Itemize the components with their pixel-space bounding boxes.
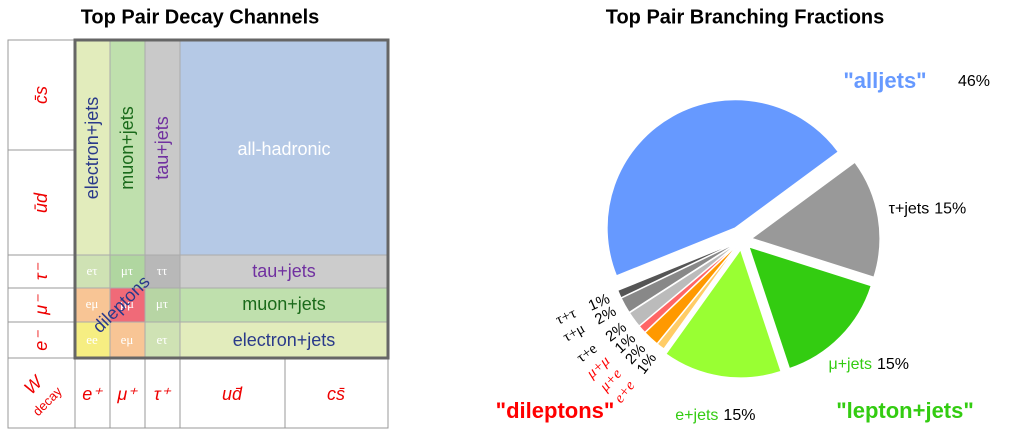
pie-slice: [628, 243, 738, 327]
row-header: e⁻: [31, 330, 51, 351]
cell-label: eμ: [121, 332, 134, 347]
row-header: ūd: [31, 192, 51, 213]
col-header: cs̄: [327, 384, 345, 404]
slice-label: μ+jets 15%: [828, 356, 909, 373]
slice-name: τ+jets: [889, 201, 930, 218]
chart-title: Top Pair Branching Fractions: [606, 6, 885, 28]
row-header: c̄s: [31, 86, 51, 104]
slice-value: 46%: [958, 73, 990, 90]
group-label: "dileptons": [496, 398, 615, 423]
row-label: tau+jets: [252, 261, 316, 281]
pie-slice: [638, 243, 738, 333]
slice-name: e+jets: [675, 407, 718, 424]
cell-label: eμ: [86, 296, 99, 311]
pie-slice: [665, 248, 782, 379]
row-label: electron+jets: [233, 330, 336, 350]
group-label: "lepton+jets": [836, 398, 974, 423]
slice-label: τ+jets 15%: [889, 201, 967, 218]
cell-label: ττ: [157, 263, 167, 278]
pie-slice: [750, 161, 881, 278]
col-header: μ⁺: [116, 384, 138, 404]
pie-slice: [656, 244, 739, 350]
row-header: μ⁻: [31, 294, 51, 316]
slice-value: 15%: [723, 407, 755, 424]
cell-label: μτ: [156, 296, 168, 311]
pie-slice: [617, 241, 737, 299]
slice-label: e+jets 15%: [675, 407, 755, 424]
row-label: muon+jets: [242, 294, 326, 314]
slice-value: 15%: [877, 356, 909, 373]
diagram-title: Top Pair Decay Channels: [81, 6, 320, 28]
col-header: e⁺: [82, 384, 103, 404]
pie-slice: [620, 242, 738, 313]
slice-label: τ+τ: [553, 306, 578, 329]
column-label: muon+jets: [117, 106, 137, 190]
cell-label: μτ: [121, 263, 133, 278]
cell-label: μμ: [120, 296, 134, 311]
pie-slice: [748, 246, 872, 370]
pie-slice: [644, 244, 739, 345]
cells: [74, 39, 389, 359]
cell-label: eτ: [157, 332, 168, 347]
slice-name: μ+jets: [828, 356, 871, 373]
column-label: tau+jets: [152, 116, 172, 180]
column-label: electron+jets: [82, 97, 102, 200]
cell-label: ee: [86, 332, 98, 347]
frame: [73, 38, 390, 360]
slice-label: "alljets": [843, 68, 926, 93]
all-hadronic: all-hadronic: [237, 139, 330, 159]
col-header: ud̄: [222, 384, 243, 404]
row-header: τ⁻: [31, 262, 51, 280]
cell-label: eτ: [87, 263, 98, 278]
slice-value: 15%: [934, 201, 966, 218]
col-header: τ⁺: [154, 384, 172, 404]
pie-slice: [606, 99, 839, 277]
